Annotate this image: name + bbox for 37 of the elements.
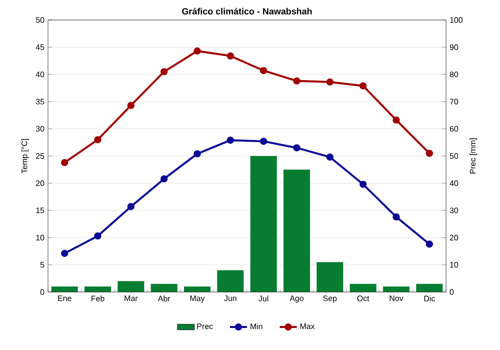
point <box>194 150 201 158</box>
point <box>326 78 334 86</box>
bar <box>118 281 144 292</box>
point <box>260 138 268 145</box>
point <box>293 144 300 152</box>
point <box>160 68 168 76</box>
point <box>392 213 400 221</box>
point <box>359 82 367 90</box>
point <box>326 153 334 161</box>
point <box>359 180 367 188</box>
point <box>426 150 434 157</box>
point <box>226 136 234 144</box>
bar <box>51 286 78 292</box>
bar <box>382 286 410 292</box>
bar <box>416 284 443 292</box>
bar <box>283 170 310 292</box>
point <box>160 175 168 182</box>
point <box>127 203 135 210</box>
point <box>60 158 68 166</box>
point <box>94 136 102 144</box>
chart-title: Gráfico climático - Nawabshah <box>182 8 312 14</box>
bar <box>316 262 344 292</box>
point <box>94 232 102 240</box>
bar <box>350 284 376 292</box>
bar <box>184 286 211 292</box>
point <box>127 102 135 109</box>
point <box>293 77 300 85</box>
point <box>194 47 201 55</box>
point <box>260 67 268 74</box>
bar <box>150 284 178 292</box>
point <box>60 250 68 257</box>
bar <box>250 156 277 292</box>
bar <box>217 270 244 292</box>
bar <box>84 286 112 292</box>
point <box>226 52 234 60</box>
point <box>392 116 400 124</box>
point <box>426 240 434 248</box>
